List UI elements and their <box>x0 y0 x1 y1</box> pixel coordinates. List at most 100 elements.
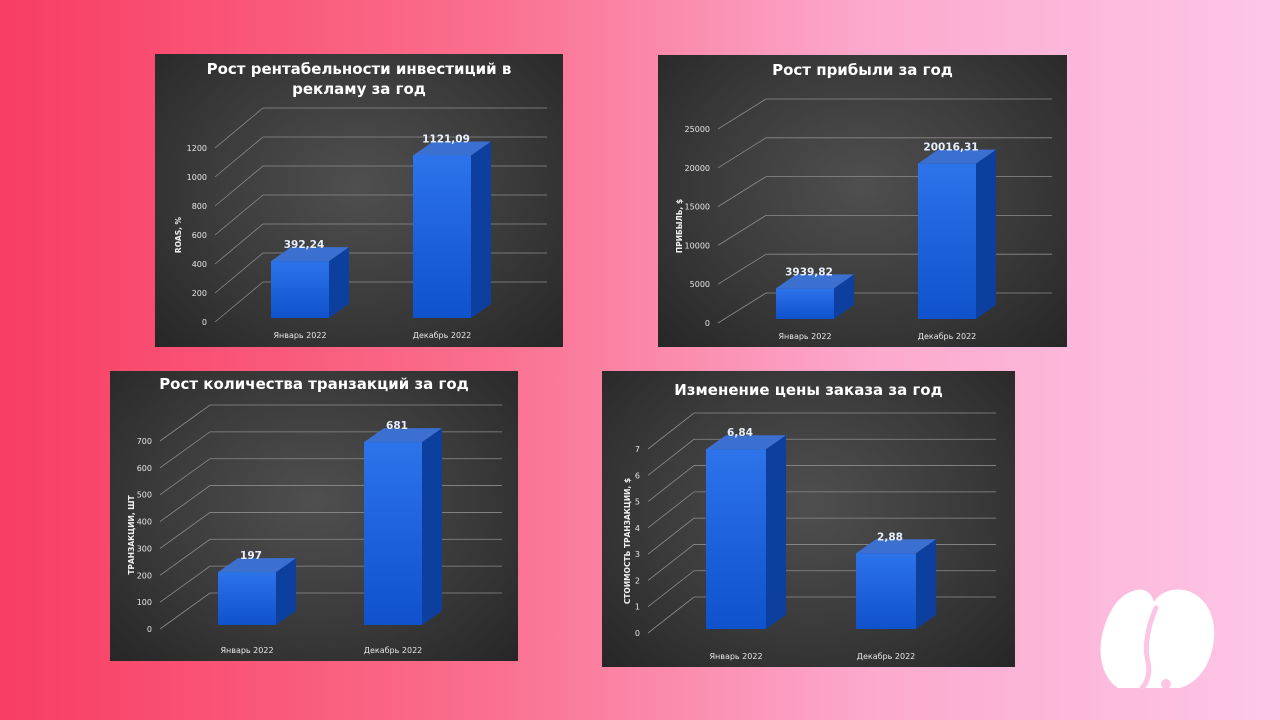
category-label: Январь 2022 <box>709 652 762 661</box>
data-label: 681 <box>386 420 408 432</box>
chart-title-line: Рост количества транзакций за год <box>159 375 469 393</box>
bar-top <box>271 247 349 262</box>
y-tick-label: 400 <box>192 260 207 269</box>
chart-title-line: Рост прибыли за год <box>772 61 953 79</box>
data-label: 20016,31 <box>923 142 978 154</box>
y-tick-label: 1200 <box>187 144 207 153</box>
bar-side <box>329 247 349 318</box>
bar-front <box>776 288 834 319</box>
bar-top <box>218 558 296 573</box>
gridline <box>647 544 996 581</box>
y-tick-label: 300 <box>137 544 152 553</box>
y-tick-label: 5000 <box>690 280 710 289</box>
bar <box>218 558 296 625</box>
y-tick-label: 5 <box>635 498 640 507</box>
bar-side <box>834 274 854 319</box>
transactions-chart: Рост количества транзакций за год 0 100 200… <box>127 375 502 655</box>
y-tick-label: 100 <box>137 598 152 607</box>
y-axis-label: ТРАНЗАКЦИИ, ШТ <box>127 494 136 574</box>
bar <box>364 428 442 625</box>
elephant-logo-icon <box>1096 586 1216 691</box>
bar <box>706 435 786 629</box>
gridline <box>159 485 502 522</box>
y-tick-label: 0 <box>147 625 152 634</box>
y-tick-label: 400 <box>137 518 152 527</box>
data-label: 392,24 <box>284 239 325 251</box>
bar-side <box>276 558 296 625</box>
y-tick-label: 20000 <box>685 164 710 173</box>
gridline <box>159 431 502 469</box>
gridline <box>717 253 1052 285</box>
bar-front <box>706 449 766 629</box>
bar-side <box>422 428 442 625</box>
bar-top <box>706 435 786 450</box>
bar-front <box>918 163 976 319</box>
gridline <box>159 512 502 549</box>
order-price-chart: Изменение цены заказа за год 0 1 2 3 4 5 6 7 СТОИ… <box>623 381 996 661</box>
gridline <box>159 404 502 442</box>
y-axis-label: ROAS, % <box>174 216 183 253</box>
y-tick-label: 4 <box>635 524 640 533</box>
category-label: Декабрь 2022 <box>364 646 423 655</box>
bar <box>856 539 936 629</box>
bar <box>776 274 854 319</box>
bar-front <box>271 261 329 318</box>
y-tick-label: 25000 <box>685 125 710 134</box>
bar-top <box>364 428 442 443</box>
category-label: Январь 2022 <box>273 331 326 340</box>
data-label: 3939,82 <box>785 266 833 278</box>
y-tick-label: 1000 <box>187 173 207 182</box>
bar-top <box>776 274 854 289</box>
y-tick-label: 2 <box>635 576 640 585</box>
data-label: 2,88 <box>877 531 903 543</box>
bar-top <box>918 149 996 164</box>
gridline <box>647 491 996 529</box>
chart-title-line: Изменение цены заказа за год <box>674 381 942 399</box>
data-label: 6,84 <box>727 427 753 439</box>
y-axis-label: СТОИМОСТЬ ТРАНЗАКЦИИ, $ <box>623 478 632 604</box>
y-tick-label: 15000 <box>685 203 710 212</box>
bar-side <box>916 539 936 629</box>
gridline <box>214 165 547 207</box>
y-tick-label: 0 <box>705 319 710 328</box>
y-tick-label: 600 <box>137 464 152 473</box>
profit-chart: Рост прибыли за год 0 5000 10000 15000 20000 2… <box>675 61 1052 341</box>
bar <box>413 141 491 318</box>
gridline <box>214 107 547 149</box>
y-tick-label: 3 <box>635 550 640 559</box>
gridline <box>647 465 996 502</box>
y-tick-label: 10000 <box>685 241 710 250</box>
gridline <box>647 517 996 555</box>
gridline <box>717 292 1052 324</box>
bar-front <box>856 553 916 629</box>
chart-panel-transactions: Рост количества транзакций за год 0 100 200… <box>110 371 518 661</box>
bar-top <box>413 141 491 156</box>
bar <box>918 149 996 319</box>
gridline <box>717 137 1052 169</box>
y-tick-label: 500 <box>137 491 152 500</box>
bar-side <box>766 435 786 629</box>
category-label: Декабрь 2022 <box>413 331 472 340</box>
chart-panel-profit: Рост прибыли за год 0 5000 10000 15000 20000 2… <box>658 55 1067 347</box>
chart-title-line: рекламу за год <box>292 80 426 98</box>
gridline <box>214 136 547 178</box>
category-label: Декабрь 2022 <box>918 332 977 341</box>
y-axis-label: ПРИБЫЛЬ, $ <box>675 199 684 253</box>
gridline <box>717 98 1052 130</box>
category-label: Январь 2022 <box>220 646 273 655</box>
y-tick-label: 200 <box>137 571 152 580</box>
gridline <box>214 281 547 323</box>
bar-top <box>856 539 936 554</box>
y-tick-label: 6 <box>635 471 640 480</box>
y-tick-label: 200 <box>192 289 207 298</box>
gridline <box>717 176 1052 207</box>
chart-title-line: Рост рентабельности инвестиций в <box>207 60 512 78</box>
bar-front <box>218 572 276 625</box>
y-tick-label: 600 <box>192 231 207 240</box>
y-tick-label: 700 <box>137 437 152 446</box>
gridline <box>647 570 996 608</box>
gridline <box>647 438 996 476</box>
roas-chart: Рост рентабельности инвестиций в рекламу … <box>174 60 547 340</box>
bar-side <box>471 141 491 318</box>
gridline <box>159 565 502 603</box>
